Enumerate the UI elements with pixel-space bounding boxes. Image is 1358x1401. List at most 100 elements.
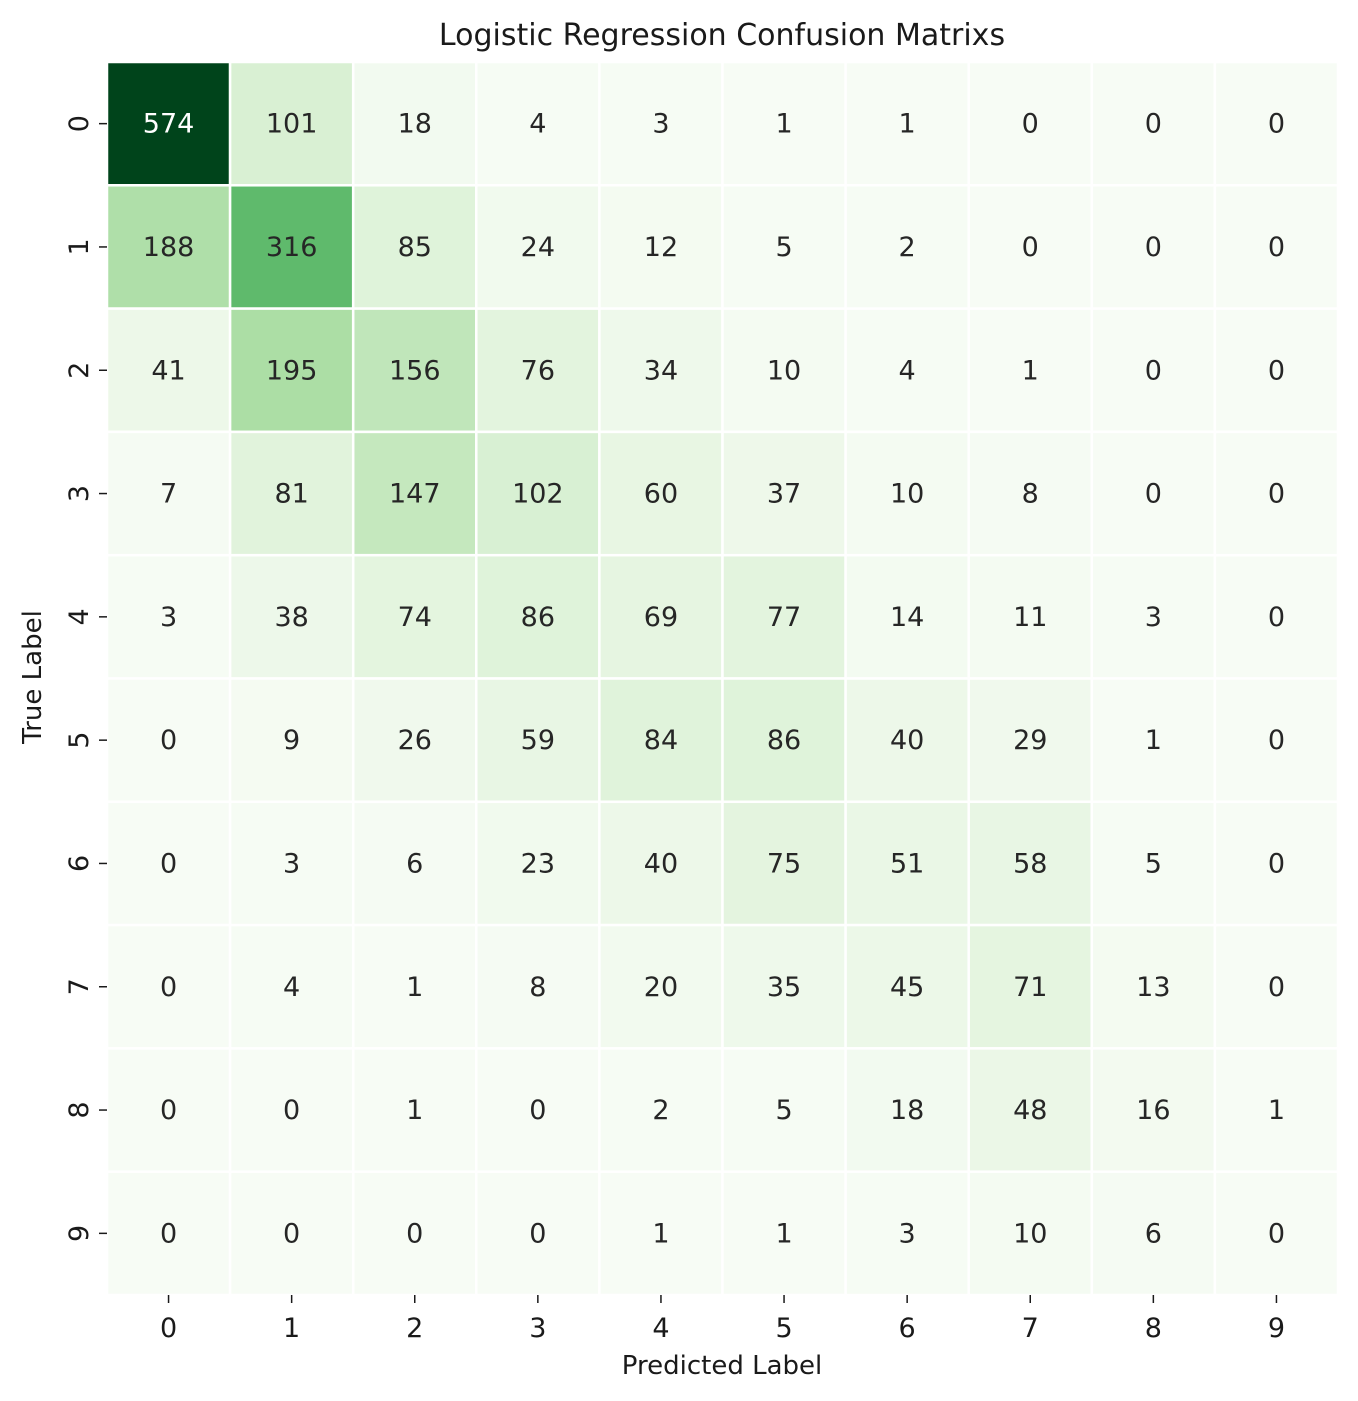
cell-value-6-6: 51 — [890, 848, 924, 879]
cell-value-5-9: 0 — [1268, 725, 1285, 756]
heatmap-cell-7-4 — [598, 923, 724, 1050]
cell-value-9-0: 0 — [160, 1218, 177, 1249]
cell-value-4-5: 77 — [767, 602, 801, 633]
cell-value-5-7: 29 — [1013, 725, 1047, 756]
y-tick-label-5: 5 — [64, 732, 95, 749]
cell-value-7-5: 35 — [767, 972, 801, 1003]
cell-value-3-6: 10 — [890, 479, 924, 510]
cell-value-4-4: 69 — [644, 602, 678, 633]
cell-value-5-8: 1 — [1145, 725, 1162, 756]
cell-value-6-3: 23 — [521, 848, 555, 879]
heatmap-cell-7-9 — [1213, 923, 1340, 1050]
heatmap-cell-6-9 — [1213, 800, 1340, 927]
cell-value-6-8: 5 — [1145, 848, 1162, 879]
cell-value-0-9: 0 — [1268, 109, 1285, 140]
cell-value-4-8: 3 — [1145, 602, 1162, 633]
heatmap-cell-4-7 — [967, 553, 1094, 680]
heatmap-cell-4-4 — [598, 553, 724, 680]
heatmap-cell-4-2 — [351, 553, 478, 680]
heatmap-cell-3-6 — [844, 430, 970, 557]
cell-value-7-3: 8 — [529, 972, 546, 1003]
cell-value-8-9: 1 — [1268, 1095, 1285, 1126]
cell-value-8-7: 48 — [1013, 1095, 1047, 1126]
heatmap-cell-8-4 — [598, 1047, 724, 1173]
cell-value-4-6: 14 — [890, 602, 924, 633]
cell-value-9-8: 6 — [1145, 1218, 1162, 1249]
heatmap-cell-8-7 — [967, 1047, 1094, 1173]
cell-value-5-0: 0 — [160, 725, 177, 756]
heatmap-cell-4-6 — [844, 553, 970, 680]
x-tick-label-0: 0 — [160, 1313, 177, 1344]
heatmap-cell-0-0 — [105, 60, 232, 187]
heatmap-cell-9-6 — [844, 1170, 970, 1297]
cell-value-2-4: 34 — [644, 355, 678, 386]
cell-value-3-1: 81 — [274, 479, 308, 510]
y-tick-label-0: 0 — [64, 115, 95, 132]
cell-value-7-6: 45 — [890, 972, 924, 1003]
heatmap-cell-6-6 — [844, 800, 970, 927]
heatmap-cell-3-9 — [1213, 430, 1340, 557]
cell-value-1-8: 0 — [1145, 232, 1162, 263]
cell-value-9-6: 3 — [899, 1218, 916, 1249]
cell-value-5-1: 9 — [283, 725, 300, 756]
cell-value-7-0: 0 — [160, 972, 177, 1003]
cell-value-5-6: 40 — [890, 725, 924, 756]
cell-value-1-3: 24 — [521, 232, 555, 263]
cell-value-1-2: 85 — [398, 232, 432, 263]
cell-value-1-4: 12 — [644, 232, 678, 263]
heatmap-cell-1-5 — [721, 184, 847, 310]
cell-value-6-1: 3 — [283, 848, 300, 879]
cell-value-4-1: 38 — [274, 602, 308, 633]
cell-value-2-2: 156 — [389, 355, 441, 386]
x-tick-label-4: 4 — [652, 1313, 669, 1344]
heatmap-cell-5-5 — [721, 677, 847, 804]
heatmap-cell-5-2 — [351, 677, 478, 804]
cell-value-5-5: 86 — [767, 725, 801, 756]
cell-value-2-8: 0 — [1145, 355, 1162, 386]
cell-value-6-4: 40 — [644, 848, 678, 879]
y-tick-label-6: 6 — [64, 855, 95, 872]
heatmap-cell-0-5 — [721, 60, 847, 187]
cell-value-1-9: 0 — [1268, 232, 1285, 263]
cell-value-3-0: 7 — [160, 479, 177, 510]
heatmap-cell-2-1 — [228, 307, 355, 434]
cell-value-3-3: 102 — [512, 479, 564, 510]
cell-value-3-9: 0 — [1268, 479, 1285, 510]
y-tick-label-7: 7 — [64, 978, 95, 995]
cell-value-4-9: 0 — [1268, 602, 1285, 633]
cell-value-6-7: 58 — [1013, 848, 1047, 879]
cell-value-7-4: 20 — [644, 972, 678, 1003]
cell-value-9-2: 0 — [406, 1218, 423, 1249]
cell-value-5-2: 26 — [398, 725, 432, 756]
cell-value-7-9: 0 — [1268, 972, 1285, 1003]
heatmap-cell-0-9 — [1213, 60, 1340, 187]
heatmap-cell-9-4 — [598, 1170, 724, 1297]
cell-value-5-3: 59 — [521, 725, 555, 756]
cell-value-2-9: 0 — [1268, 355, 1285, 386]
heatmap-cell-2-9 — [1213, 307, 1340, 434]
heatmap-cell-8-9 — [1213, 1047, 1340, 1173]
x-axis-label: Predicted Label — [622, 1351, 822, 1381]
cell-value-0-5: 1 — [775, 109, 792, 140]
heatmap-cell-0-1 — [228, 60, 355, 187]
heatmap-cell-4-5 — [721, 553, 847, 680]
heatmap-cell-1-1 — [228, 184, 355, 310]
heatmap-cell-1-8 — [1090, 184, 1217, 310]
cell-value-0-6: 1 — [899, 109, 916, 140]
cell-value-0-4: 3 — [652, 109, 669, 140]
cell-value-4-0: 3 — [160, 602, 177, 633]
heatmap-cell-7-5 — [721, 923, 847, 1050]
cell-value-8-5: 5 — [775, 1095, 792, 1126]
cell-value-8-2: 1 — [406, 1095, 423, 1126]
heatmap-cell-9-5 — [721, 1170, 847, 1297]
heatmap-cell-9-8 — [1090, 1170, 1217, 1297]
heatmap-cell-4-1 — [228, 553, 355, 680]
y-tick-label-8: 8 — [64, 1101, 95, 1118]
cell-value-6-9: 0 — [1268, 848, 1285, 879]
cell-value-9-9: 0 — [1268, 1218, 1285, 1249]
x-tick-label-6: 6 — [899, 1313, 916, 1344]
heatmap-cell-6-0 — [105, 800, 232, 927]
heatmap-cell-5-8 — [1090, 677, 1217, 804]
